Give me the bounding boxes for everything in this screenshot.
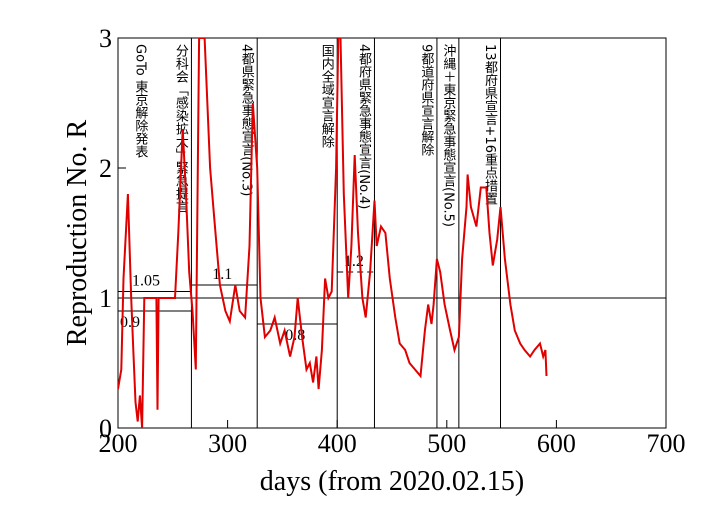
event-label: 4都県緊急事態宣言(No.3) [239,44,255,196]
level-label: 1.05 [132,273,160,290]
x-tick-label: 200 [99,429,138,458]
event-label: 沖縄＋東京緊急事態宣言(No.5) [440,44,456,227]
x-tick-label: 600 [537,429,576,458]
x-tick-label: 500 [427,429,466,458]
level-label: 0.9 [120,314,140,331]
y-tick-label: 0 [99,414,112,443]
data-line [118,38,548,428]
x-tick-label: 700 [647,429,686,458]
y-tick-label: 2 [99,154,112,183]
level-label: 1.1 [212,266,232,283]
event-label: 国内全域宣言解除 [319,44,335,148]
event-label: 9都道府県宣言解除 [418,44,434,157]
event-label: GoTo 東京解除発表 [132,44,148,158]
y-axis-label: Reproduction No. R [62,120,93,347]
event-label: 4都府県緊急事態宣言(No.4) [356,44,372,209]
x-tick-label: 300 [208,429,247,458]
y-tick-label: 3 [99,24,112,53]
plot-frame [117,37,667,429]
x-tick-label: 400 [318,429,357,458]
event-label: 13都府県宣言+16重点措置 [482,44,498,205]
y-tick-label: 1 [99,284,112,313]
x-axis-label: days (from 2020.02.15) [260,466,524,497]
